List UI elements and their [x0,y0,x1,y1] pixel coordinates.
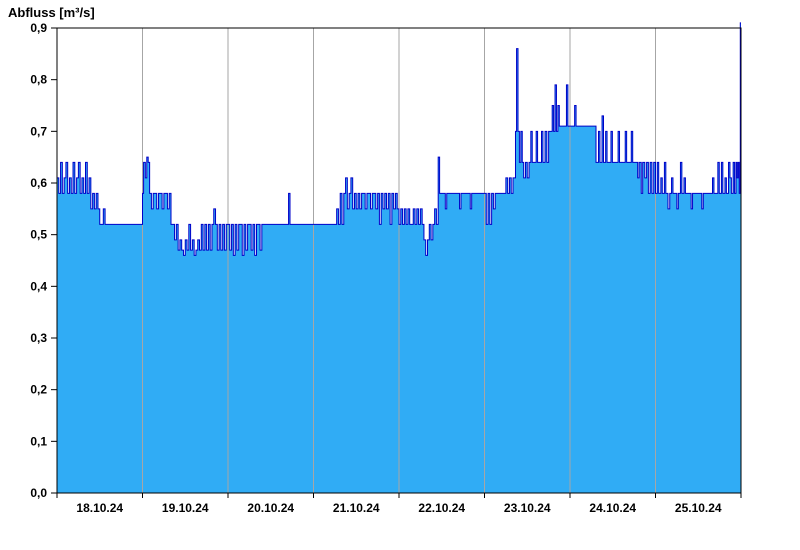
y-tick-label: 0,1 [30,434,47,448]
y-tick-label: 0,5 [30,228,47,242]
chart-title: Abfluss [m³/s] [8,5,95,20]
y-tick-label: 0,2 [30,383,47,397]
y-tick-label: 0,4 [30,279,47,293]
x-tick-label: 19.10.24 [162,501,209,515]
x-tick-label: 22.10.24 [418,501,465,515]
x-tick-label: 25.10.24 [675,501,722,515]
y-tick-label: 0,7 [30,124,47,138]
x-tick-label: 20.10.24 [247,501,294,515]
y-tick-label: 0,9 [30,21,47,35]
discharge-line [57,22,741,256]
x-tick-label: 23.10.24 [504,501,551,515]
y-tick-label: 0,0 [30,486,47,500]
x-tick-label: 24.10.24 [589,501,636,515]
x-tick-label: 18.10.24 [76,501,123,515]
x-tick-label: 21.10.24 [333,501,380,515]
y-tick-label: 0,6 [30,176,47,190]
y-tick-label: 0,3 [30,331,47,345]
y-tick-label: 0,8 [30,73,47,87]
